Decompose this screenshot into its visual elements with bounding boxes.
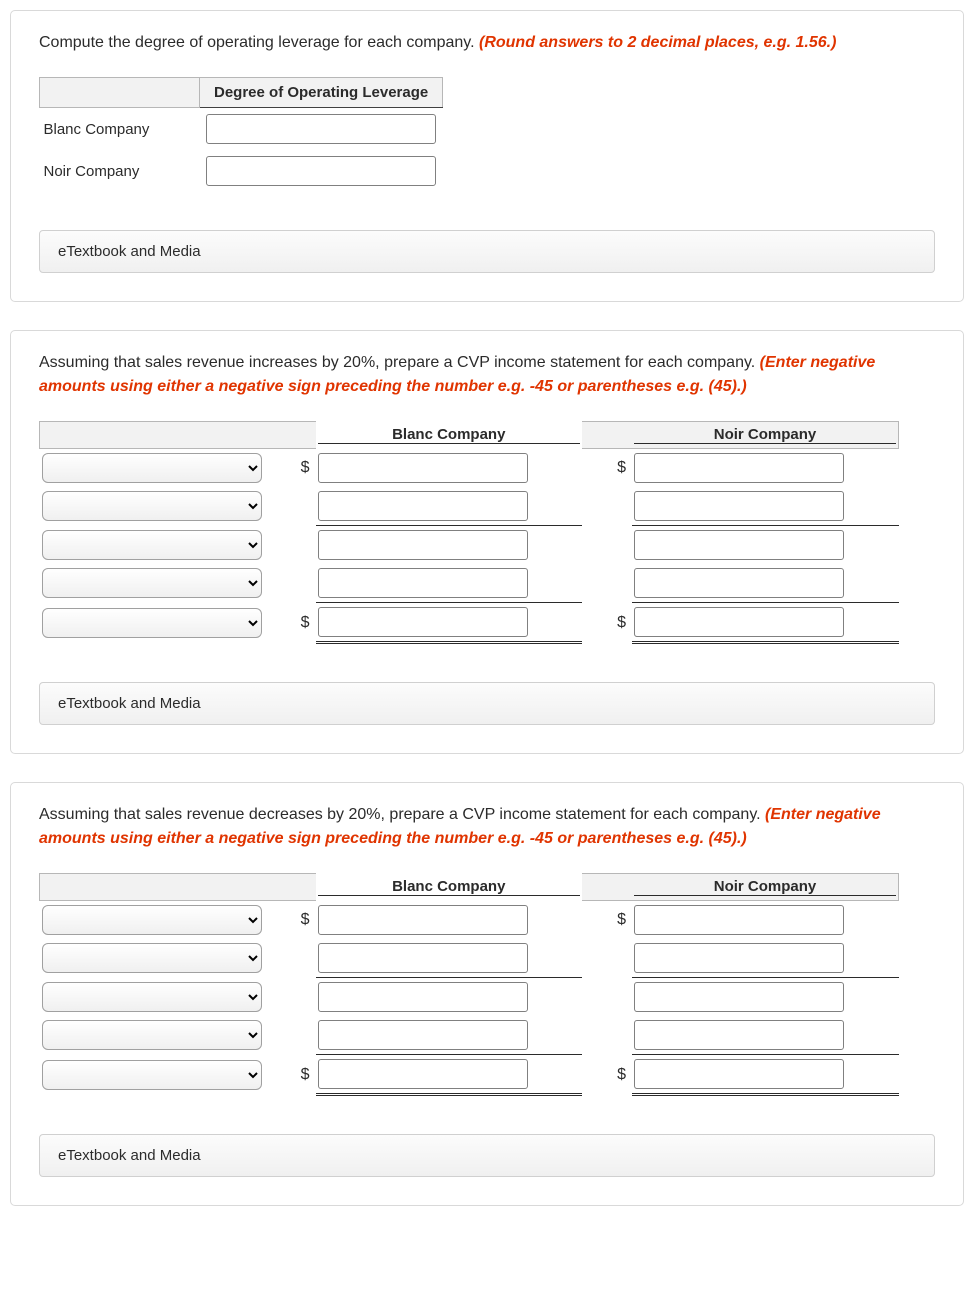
prompt-increase-text: Assuming that sales revenue increases by… <box>39 354 760 371</box>
prompt-dol-text: Compute the degree of operating leverage… <box>39 34 479 51</box>
etext-button-1[interactable]: eTextbook and Media <box>39 230 935 273</box>
dec-noir-r1-input[interactable] <box>634 905 844 935</box>
dec-row1-select[interactable] <box>42 905 262 935</box>
section-dol: Compute the degree of operating leverage… <box>10 10 964 302</box>
dec-noir-r2-input[interactable] <box>634 943 844 973</box>
row-label-blanc: Blanc Company <box>40 108 200 151</box>
dec-blanc-r5-input[interactable] <box>318 1059 528 1089</box>
dec-noir-r4-input[interactable] <box>634 1020 844 1050</box>
dollar-sign: $ <box>604 603 632 643</box>
dec-noir-r3-input[interactable] <box>634 982 844 1012</box>
inc-noir-r4-input[interactable] <box>634 568 844 598</box>
col-head-blanc: Blanc Company <box>318 426 581 444</box>
inc-row3-select[interactable] <box>42 530 262 560</box>
inc-blanc-r1-input[interactable] <box>318 453 528 483</box>
dec-row5-select[interactable] <box>42 1060 262 1090</box>
inc-noir-r5-input[interactable] <box>634 607 844 637</box>
dol-table: Degree of Operating Leverage Blanc Compa… <box>39 77 443 192</box>
dollar-sign: $ <box>604 449 632 488</box>
col-head-noir: Noir Company <box>634 426 896 444</box>
prompt-dol: Compute the degree of operating leverage… <box>39 31 935 55</box>
inc-noir-r1-input[interactable] <box>634 453 844 483</box>
dollar-sign: $ <box>604 901 632 940</box>
dollar-sign: $ <box>288 449 316 488</box>
prompt-decrease: Assuming that sales revenue decreases by… <box>39 803 935 851</box>
dollar-sign: $ <box>288 1055 316 1095</box>
noir-dol-input[interactable] <box>206 156 436 186</box>
inc-noir-r3-input[interactable] <box>634 530 844 560</box>
prompt-dol-note: (Round answers to 2 decimal places, e.g.… <box>479 34 836 51</box>
dollar-sign: $ <box>288 603 316 643</box>
inc-noir-r2-input[interactable] <box>634 491 844 521</box>
blanc-dol-input[interactable] <box>206 114 436 144</box>
section-decrease: Assuming that sales revenue decreases by… <box>10 782 964 1206</box>
inc-blanc-r4-input[interactable] <box>318 568 528 598</box>
col-head-noir-2: Noir Company <box>634 878 896 896</box>
dec-blanc-r1-input[interactable] <box>318 905 528 935</box>
cvp-table-increase: Blanc Company Noir Company $ $ <box>39 421 899 644</box>
cvp-table-decrease: Blanc Company Noir Company $ $ <box>39 873 899 1096</box>
dec-blanc-r3-input[interactable] <box>318 982 528 1012</box>
dollar-sign: $ <box>604 1055 632 1095</box>
dec-blanc-r4-input[interactable] <box>318 1020 528 1050</box>
col-head-blanc-2: Blanc Company <box>318 878 581 896</box>
dec-row2-select[interactable] <box>42 943 262 973</box>
dec-row3-select[interactable] <box>42 982 262 1012</box>
prompt-decrease-text: Assuming that sales revenue decreases by… <box>39 806 765 823</box>
dol-header: Degree of Operating Leverage <box>200 78 443 108</box>
dollar-sign: $ <box>288 901 316 940</box>
dec-noir-r5-input[interactable] <box>634 1059 844 1089</box>
inc-blanc-r5-input[interactable] <box>318 607 528 637</box>
dec-blanc-r2-input[interactable] <box>318 943 528 973</box>
dec-row4-select[interactable] <box>42 1020 262 1050</box>
inc-blanc-r3-input[interactable] <box>318 530 528 560</box>
etext-button-3[interactable]: eTextbook and Media <box>39 1134 935 1177</box>
section-increase: Assuming that sales revenue increases by… <box>10 330 964 754</box>
inc-blanc-r2-input[interactable] <box>318 491 528 521</box>
etext-button-2[interactable]: eTextbook and Media <box>39 682 935 725</box>
inc-row4-select[interactable] <box>42 568 262 598</box>
inc-row1-select[interactable] <box>42 453 262 483</box>
row-label-noir: Noir Company <box>40 150 200 192</box>
inc-row5-select[interactable] <box>42 608 262 638</box>
prompt-increase: Assuming that sales revenue increases by… <box>39 351 935 399</box>
inc-row2-select[interactable] <box>42 491 262 521</box>
